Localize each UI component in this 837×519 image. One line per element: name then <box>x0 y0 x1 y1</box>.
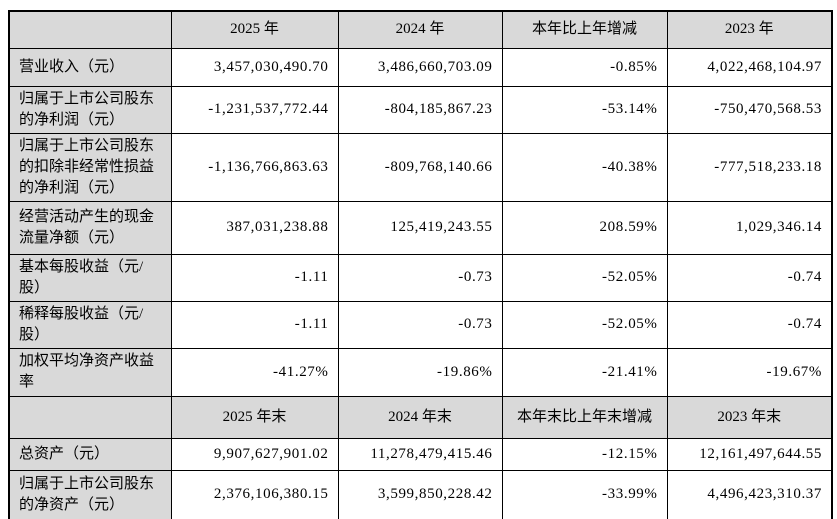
row-label: 归属于上市公司股东的净资产（元） <box>8 469 172 519</box>
cell-value: -0.74 <box>666 253 833 302</box>
table-row-diluted-eps: 稀释每股收益（元/股） -1.11 -0.73 -52.05% -0.74 <box>8 300 833 349</box>
row-label: 基本每股收益（元/股） <box>8 253 172 302</box>
cell-value: -0.73 <box>337 253 503 302</box>
cell-value: -809,768,140.66 <box>337 132 503 202</box>
table-header-row-year-end: 2025 年末 2024 年末 本年末比上年末增减 2023 年末 <box>8 395 833 439</box>
cell-value: -19.67% <box>666 347 833 397</box>
table-row-basic-eps: 基本每股收益（元/股） -1.11 -0.73 -52.05% -0.74 <box>8 253 833 302</box>
cell-value: 208.59% <box>501 200 668 255</box>
cell-value: 4,496,423,310.37 <box>666 469 833 519</box>
table-row-total-assets: 总资产（元） 9,907,627,901.02 11,278,479,415.4… <box>8 437 833 471</box>
cell-value: -19.86% <box>337 347 503 397</box>
financial-summary-table: 2025 年 2024 年 本年比上年增减 2023 年 营业收入（元） 3,4… <box>8 10 833 519</box>
column-header-year-end-change: 本年末比上年末增减 <box>501 395 668 439</box>
cell-value: -1,136,766,863.63 <box>170 132 339 202</box>
cell-value: 4,022,468,104.97 <box>666 47 833 87</box>
table-row-operating-cash-flow: 经营活动产生的现金流量净额（元） 387,031,238.88 125,419,… <box>8 200 833 255</box>
cell-value: 9,907,627,901.02 <box>170 437 339 471</box>
cell-value: 3,599,850,228.42 <box>337 469 503 519</box>
column-header-2025-year-end: 2025 年末 <box>170 395 339 439</box>
row-label: 归属于上市公司股东的净利润（元） <box>8 85 172 134</box>
column-header-2023-year-end: 2023 年末 <box>666 395 833 439</box>
cell-value: 3,457,030,490.70 <box>170 47 339 87</box>
table-row-revenue: 营业收入（元） 3,457,030,490.70 3,486,660,703.0… <box>8 47 833 87</box>
table-header-row-annual: 2025 年 2024 年 本年比上年增减 2023 年 <box>8 10 833 49</box>
cell-value: 3,486,660,703.09 <box>337 47 503 87</box>
cell-value: 2,376,106,380.15 <box>170 469 339 519</box>
row-label: 总资产（元） <box>8 437 172 471</box>
cell-value: -0.73 <box>337 300 503 349</box>
cell-value: -0.85% <box>501 47 668 87</box>
cell-value: 12,161,497,644.55 <box>666 437 833 471</box>
table-row-net-profit-excl-nonrecurring: 归属于上市公司股东的扣除非经常性损益的净利润（元） -1,136,766,863… <box>8 132 833 202</box>
cell-value: -777,518,233.18 <box>666 132 833 202</box>
cell-value: 1,029,346.14 <box>666 200 833 255</box>
column-header-2024-year-end: 2024 年末 <box>337 395 503 439</box>
cell-value: -53.14% <box>501 85 668 134</box>
cell-value: -21.41% <box>501 347 668 397</box>
header-empty-cell <box>8 395 172 439</box>
table-row-net-profit: 归属于上市公司股东的净利润（元） -1,231,537,772.44 -804,… <box>8 85 833 134</box>
table-row-net-assets: 归属于上市公司股东的净资产（元） 2,376,106,380.15 3,599,… <box>8 469 833 519</box>
cell-value: -52.05% <box>501 300 668 349</box>
cell-value: 125,419,243.55 <box>337 200 503 255</box>
row-label: 加权平均净资产收益率 <box>8 347 172 397</box>
cell-value: -1,231,537,772.44 <box>170 85 339 134</box>
column-header-yoy-change: 本年比上年增减 <box>501 10 668 49</box>
cell-value: 11,278,479,415.46 <box>337 437 503 471</box>
row-label: 归属于上市公司股东的扣除非经常性损益的净利润（元） <box>8 132 172 202</box>
column-header-2024: 2024 年 <box>337 10 503 49</box>
cell-value: 387,031,238.88 <box>170 200 339 255</box>
cell-value: -33.99% <box>501 469 668 519</box>
cell-value: -52.05% <box>501 253 668 302</box>
cell-value: -1.11 <box>170 253 339 302</box>
cell-value: -804,185,867.23 <box>337 85 503 134</box>
header-empty-cell <box>8 10 172 49</box>
column-header-2025: 2025 年 <box>170 10 339 49</box>
cell-value: -12.15% <box>501 437 668 471</box>
cell-value: -41.27% <box>170 347 339 397</box>
cell-value: -1.11 <box>170 300 339 349</box>
cell-value: -750,470,568.53 <box>666 85 833 134</box>
row-label: 稀释每股收益（元/股） <box>8 300 172 349</box>
column-header-2023: 2023 年 <box>666 10 833 49</box>
row-label: 营业收入（元） <box>8 47 172 87</box>
cell-value: -40.38% <box>501 132 668 202</box>
cell-value: -0.74 <box>666 300 833 349</box>
row-label: 经营活动产生的现金流量净额（元） <box>8 200 172 255</box>
table-row-weighted-avg-roe: 加权平均净资产收益率 -41.27% -19.86% -21.41% -19.6… <box>8 347 833 397</box>
